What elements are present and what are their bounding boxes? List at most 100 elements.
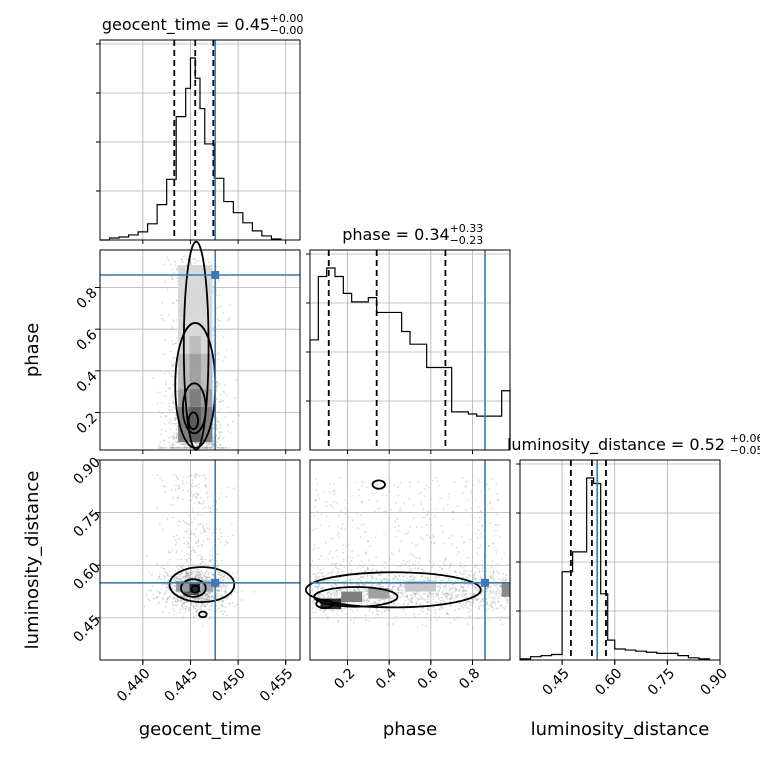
scatter-point <box>433 516 436 518</box>
scatter-point <box>316 585 318 588</box>
scatter-point <box>209 592 212 595</box>
scatter-point <box>189 572 192 574</box>
scatter-point <box>329 537 332 540</box>
scatter-point <box>418 557 421 560</box>
scatter-point <box>356 609 359 612</box>
scatter-point <box>469 602 472 605</box>
scatter-point <box>336 567 339 570</box>
scatter-point <box>222 576 225 578</box>
scatter-point <box>176 365 179 367</box>
scatter-point <box>163 567 166 570</box>
scatter-point <box>196 575 199 578</box>
scatter-point <box>421 568 424 571</box>
scatter-point <box>445 557 447 559</box>
scatter-point <box>315 489 318 491</box>
scatter-point <box>174 342 177 345</box>
scatter-point <box>220 305 223 307</box>
scatter-point <box>195 492 198 494</box>
scatter-point <box>410 542 413 545</box>
scatter-point <box>486 588 488 590</box>
scatter-point <box>496 586 499 589</box>
scatter-point <box>410 599 412 602</box>
scatter-point <box>185 571 187 574</box>
scatter-point <box>382 493 384 496</box>
scatter-point <box>485 609 488 612</box>
scatter-point <box>169 428 171 431</box>
scatter-point <box>172 437 175 439</box>
scatter-point <box>399 584 402 587</box>
scatter-point <box>480 510 483 513</box>
scatter-point <box>492 578 495 581</box>
scatter-point <box>222 575 225 578</box>
scatter-point <box>202 604 205 607</box>
scatter-point <box>195 441 198 444</box>
scatter-point <box>185 531 188 534</box>
scatter-point <box>145 555 148 557</box>
scatter-point <box>381 580 383 582</box>
scatter-point <box>427 510 430 513</box>
scatter-point <box>332 591 334 594</box>
scatter-point <box>206 599 209 602</box>
scatter-point <box>219 393 222 396</box>
scatter-point <box>355 578 358 581</box>
scatter-point <box>357 567 359 569</box>
scatter-point <box>351 519 354 522</box>
scatter-point <box>198 608 201 611</box>
scatter-point <box>215 428 218 431</box>
scatter-point <box>424 488 426 491</box>
scatter-point <box>375 602 378 604</box>
tick-label-luminosity_distance: 0.60 <box>70 560 103 593</box>
scatter-point <box>333 489 335 492</box>
scatter-point <box>432 592 435 595</box>
scatter-point <box>468 601 471 603</box>
scatter-point <box>170 592 173 595</box>
scatter-point <box>190 613 192 616</box>
scatter-point <box>442 593 445 596</box>
tick-label-phase: 0.4 <box>74 368 101 395</box>
scatter-point <box>177 558 179 561</box>
scatter-point <box>164 383 167 386</box>
scatter-point <box>177 599 179 602</box>
scatter-point <box>332 500 335 503</box>
scatter-point <box>200 598 203 600</box>
scatter-point <box>207 592 210 595</box>
scatter-point <box>378 583 380 585</box>
scatter-point <box>198 597 201 600</box>
scatter-point <box>203 604 206 606</box>
scatter-point <box>314 506 316 508</box>
scatter-point <box>216 589 218 592</box>
scatter-point <box>421 538 424 541</box>
scatter-point <box>208 595 210 598</box>
scatter-point <box>366 574 369 576</box>
scatter-point <box>491 560 494 563</box>
scatter-point <box>439 566 441 568</box>
scatter-point <box>188 545 190 548</box>
scatter-point <box>316 510 319 513</box>
scatter-point <box>481 524 484 526</box>
scatter-point <box>211 573 214 576</box>
scatter-point <box>165 572 168 574</box>
scatter-point <box>433 571 436 574</box>
scatter-point <box>398 589 400 591</box>
scatter-point <box>184 571 187 574</box>
scatter-point <box>393 577 396 580</box>
scatter-point <box>367 567 369 570</box>
scatter-point <box>323 609 326 611</box>
scatter-point <box>471 591 474 594</box>
scatter-point <box>376 481 378 484</box>
scatter-point <box>217 607 220 610</box>
scatter-point <box>180 598 182 601</box>
title-main: phase = 0.34 <box>342 225 449 244</box>
scatter-point <box>159 433 162 436</box>
scatter-point <box>187 561 190 564</box>
scatter-point <box>342 560 345 563</box>
scatter-point <box>203 605 206 608</box>
scatter-point <box>405 613 408 616</box>
scatter-point <box>447 496 450 499</box>
scatter-point <box>420 525 423 528</box>
scatter-point <box>464 485 467 488</box>
scatter-point <box>401 592 404 595</box>
scatter-point <box>201 447 204 449</box>
scatter-point <box>499 535 501 538</box>
scatter-point <box>357 583 359 585</box>
